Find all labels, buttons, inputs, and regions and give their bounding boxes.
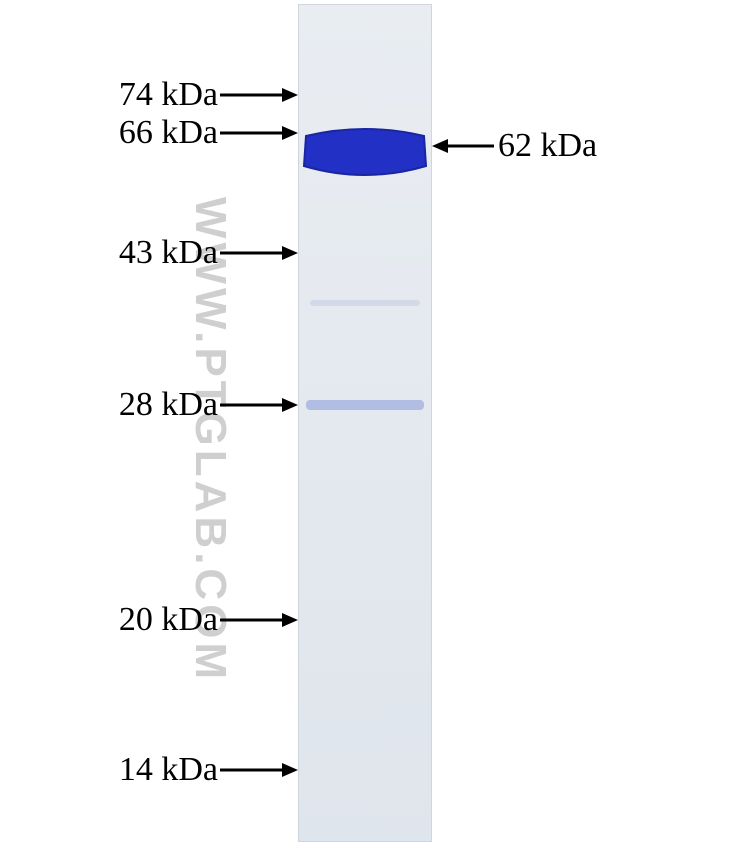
marker-arrow — [218, 760, 300, 780]
marker-arrow — [218, 610, 300, 630]
mw-marker-left: 74 kDa — [119, 76, 218, 114]
marker-arrow — [430, 136, 496, 156]
marker-arrow — [218, 243, 300, 263]
mw-marker-left: 43 kDa — [119, 234, 218, 272]
marker-arrow — [218, 123, 300, 143]
faint-band-mid — [310, 300, 420, 306]
mw-marker-left: 14 kDa — [119, 751, 218, 789]
mw-marker-left: 20 kDa — [119, 601, 218, 639]
mw-marker-left: 28 kDa — [119, 386, 218, 424]
mw-marker-left: 66 kDa — [119, 114, 218, 152]
marker-arrow — [218, 85, 300, 105]
main-band-62kDa — [302, 126, 428, 186]
marker-arrow — [218, 395, 300, 415]
faint-band-28kDa — [306, 400, 424, 410]
gel-figure: WWW.PTGLAB.COM 74 kDa66 kDa43 kDa28 kDa2… — [0, 0, 740, 853]
mw-marker-right: 62 kDa — [498, 127, 597, 165]
